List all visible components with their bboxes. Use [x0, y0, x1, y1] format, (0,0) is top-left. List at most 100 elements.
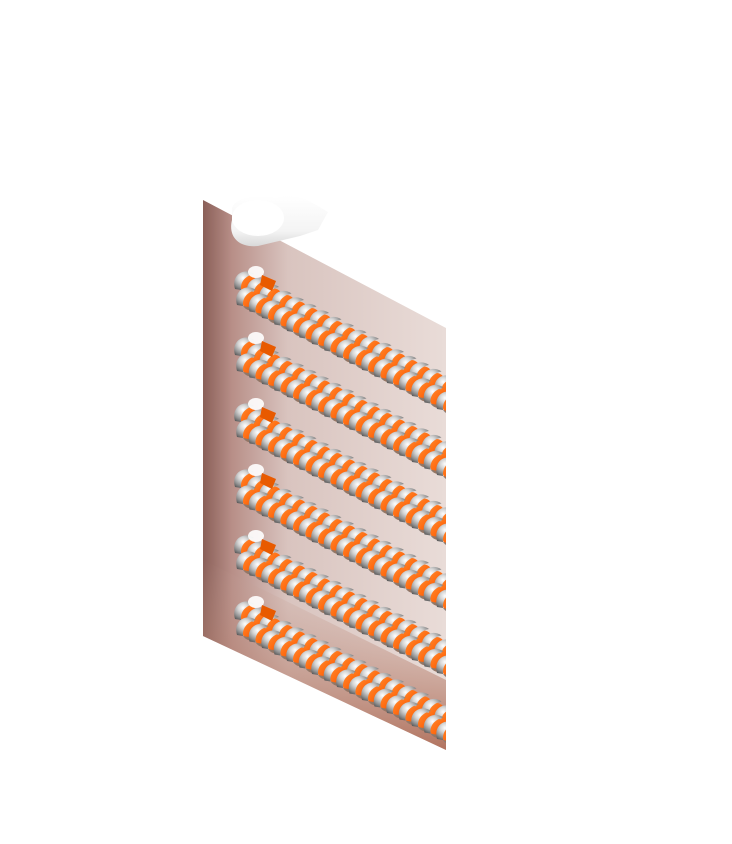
steel-fin-turn: [436, 721, 446, 740]
steel-fin-turn: [286, 313, 306, 332]
steel-fin-turn: [436, 391, 446, 410]
steel-fin-turn: [336, 471, 356, 490]
steel-fin-turn: [286, 445, 306, 464]
steel-fin-turn: [273, 504, 294, 524]
steel-fin-turn: [373, 556, 394, 576]
steel-fin-turn: [398, 635, 419, 655]
steel-fin-turn: [273, 438, 294, 458]
steel-fin-turn: [423, 714, 444, 734]
return-bend-copper: [260, 275, 276, 291]
steel-fin-turn: [286, 511, 306, 530]
steel-fin-turn: [348, 345, 369, 365]
steel-fin-turn: [373, 688, 394, 708]
steel-fin-turn: [386, 695, 406, 714]
steel-fin-turn: [373, 358, 394, 378]
steel-fin-turn: [248, 557, 269, 577]
steel-fin-turn: [423, 384, 444, 404]
steel-fin-turn: [386, 365, 406, 384]
return-bend: [248, 398, 264, 410]
steel-fin-turn: [361, 484, 381, 503]
steel-fin-turn: [311, 590, 331, 609]
steel-fin-turn: [273, 372, 294, 392]
steel-fin-turn: [323, 596, 344, 616]
steel-fin-turn: [423, 582, 444, 602]
steel-fin-turn: [261, 630, 281, 649]
steel-fin-turn: [361, 418, 381, 437]
steel-fin-turn: [423, 450, 444, 470]
return-bend: [248, 464, 264, 476]
coil-row: [234, 596, 446, 745]
steel-fin-turn: [398, 503, 419, 523]
coil-row: [234, 266, 446, 415]
steel-fin-turn: [311, 392, 331, 411]
coil-row: [234, 530, 446, 679]
return-bend: [248, 266, 264, 278]
steel-fin-turn: [348, 411, 369, 431]
steel-fin-turn: [411, 444, 431, 463]
steel-fin-turn: [273, 306, 294, 326]
steel-fin-turn: [248, 623, 269, 643]
steel-fin-turn: [336, 405, 356, 424]
return-bend-copper: [260, 407, 276, 423]
steel-fin-turn: [436, 655, 446, 674]
steel-fin-turn: [298, 517, 319, 537]
steel-fin-turn: [298, 583, 319, 603]
steel-fin-turn: [236, 551, 256, 570]
steel-fin-turn: [323, 530, 344, 550]
top-cap: [231, 195, 328, 247]
steel-fin-turn: [298, 451, 319, 471]
steel-fin-turn: [423, 648, 444, 668]
steel-fin-turn: [348, 675, 369, 695]
return-bend-copper: [260, 539, 276, 555]
return-bend: [248, 596, 264, 608]
steel-fin-turn: [261, 366, 281, 385]
steel-fin-turn: [386, 431, 406, 450]
steel-fin-turn: [398, 437, 419, 457]
steel-fin-turn: [398, 569, 419, 589]
steel-fin-turn: [298, 385, 319, 405]
coil-row: [234, 398, 446, 547]
coil-row: [234, 464, 446, 613]
steel-fin-turn: [361, 616, 381, 635]
steel-fin-turn: [236, 617, 256, 636]
steel-fin-turn: [236, 419, 256, 438]
steel-fin-turn: [336, 603, 356, 622]
return-bend: [248, 332, 264, 344]
steel-fin-turn: [361, 550, 381, 569]
steel-fin-turn: [234, 535, 254, 554]
coil-rows: [234, 266, 446, 745]
steel-fin-turn: [311, 656, 331, 675]
steel-fin-turn: [261, 498, 281, 517]
steel-fin-turn: [411, 378, 431, 397]
steel-fin-turn: [336, 669, 356, 688]
steel-fin-turn: [234, 403, 254, 422]
steel-fin-turn: [248, 491, 269, 511]
steel-fin-turn: [336, 339, 356, 358]
steel-fin-turn: [311, 524, 331, 543]
steel-fin-turn: [361, 682, 381, 701]
steel-fin-turn: [348, 609, 369, 629]
steel-fin-turn: [323, 332, 344, 352]
steel-fin-turn: [336, 537, 356, 556]
steel-fin-turn: [298, 649, 319, 669]
steel-fin-turn: [248, 359, 269, 379]
steel-fin-turn: [236, 353, 256, 372]
steel-fin-turn: [311, 326, 331, 345]
steel-fin-turn: [348, 477, 369, 497]
steel-fin-turn: [311, 458, 331, 477]
steel-fin-turn: [373, 622, 394, 642]
steel-fin-turn: [298, 319, 319, 339]
steel-fin-turn: [386, 497, 406, 516]
steel-fin-turn: [286, 577, 306, 596]
return-bend-copper: [260, 605, 276, 621]
steel-fin-turn: [411, 510, 431, 529]
steel-fin-turn: [386, 563, 406, 582]
steel-fin-turn: [234, 337, 254, 356]
return-bend: [248, 530, 264, 542]
steel-fin-turn: [398, 371, 419, 391]
steel-fin-turn: [411, 708, 431, 727]
steel-fin-turn: [398, 701, 419, 721]
return-bend-copper: [260, 341, 276, 357]
steel-fin-turn: [234, 271, 254, 290]
